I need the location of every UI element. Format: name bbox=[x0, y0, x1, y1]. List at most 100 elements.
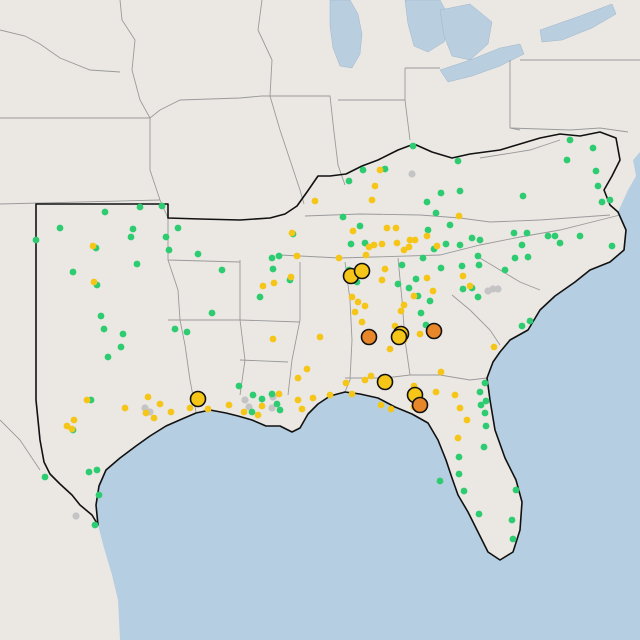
green-site-marker[interactable] bbox=[474, 252, 482, 260]
green-site-marker[interactable] bbox=[119, 330, 127, 338]
gray-site-marker[interactable] bbox=[408, 170, 416, 178]
green-site-marker[interactable] bbox=[481, 409, 489, 417]
green-site-marker[interactable] bbox=[162, 233, 170, 241]
yellow-site-marker[interactable] bbox=[70, 416, 78, 424]
green-site-marker[interactable] bbox=[165, 246, 173, 254]
green-site-marker[interactable] bbox=[405, 284, 413, 292]
yellow-site-marker[interactable] bbox=[410, 292, 418, 300]
yellow-site-marker[interactable] bbox=[429, 287, 437, 295]
green-site-marker[interactable] bbox=[481, 379, 489, 387]
green-site-marker[interactable] bbox=[398, 261, 406, 269]
yellow-site-marker[interactable] bbox=[287, 273, 295, 281]
green-site-marker[interactable] bbox=[589, 144, 597, 152]
yellow-site-marker[interactable] bbox=[349, 227, 357, 235]
yellow-site-marker[interactable] bbox=[437, 368, 445, 376]
yellow-site-marker[interactable] bbox=[405, 243, 413, 251]
green-site-marker[interactable] bbox=[501, 266, 509, 274]
green-site-marker[interactable] bbox=[97, 312, 105, 320]
yellow-site-marker[interactable] bbox=[83, 396, 91, 404]
yellow-site-marker[interactable] bbox=[423, 274, 431, 282]
yellow-site-marker[interactable] bbox=[433, 242, 441, 250]
green-site-marker[interactable] bbox=[512, 486, 520, 494]
gray-site-marker[interactable] bbox=[484, 287, 492, 295]
yellow-site-marker[interactable] bbox=[400, 246, 408, 254]
green-site-marker[interactable] bbox=[235, 382, 243, 390]
yellow-site-marker[interactable] bbox=[367, 372, 375, 380]
yellow-site-marker[interactable] bbox=[186, 404, 194, 412]
yellow-site-marker[interactable] bbox=[326, 391, 334, 399]
green-site-marker[interactable] bbox=[417, 309, 425, 317]
yellow-site-marker[interactable] bbox=[392, 224, 400, 232]
yellow-site-marker[interactable] bbox=[381, 265, 389, 273]
yellow-site-marker[interactable] bbox=[225, 401, 233, 409]
yellow-site-marker[interactable] bbox=[156, 400, 164, 408]
yellow-site-marker[interactable] bbox=[361, 302, 369, 310]
green-site-marker[interactable] bbox=[194, 250, 202, 258]
green-site-marker[interactable] bbox=[275, 252, 283, 260]
yellow-site-marker[interactable] bbox=[68, 425, 76, 433]
gray-site-marker[interactable] bbox=[72, 512, 80, 520]
green-site-marker[interactable] bbox=[158, 202, 166, 210]
green-site-marker[interactable] bbox=[32, 236, 40, 244]
yellow-site-marker[interactable] bbox=[368, 196, 376, 204]
yellow-site-marker[interactable] bbox=[378, 276, 386, 284]
green-site-marker[interactable] bbox=[524, 253, 532, 261]
green-site-marker[interactable] bbox=[482, 422, 490, 430]
green-site-marker[interactable] bbox=[424, 226, 432, 234]
yellow-site-marker[interactable] bbox=[293, 252, 301, 260]
yellow-site-marker[interactable] bbox=[121, 404, 129, 412]
green-site-marker[interactable] bbox=[523, 229, 531, 237]
green-site-marker[interactable] bbox=[412, 275, 420, 283]
yellow-site-marker[interactable] bbox=[269, 335, 277, 343]
yellow-site-marker[interactable] bbox=[466, 282, 474, 290]
green-site-marker[interactable] bbox=[566, 136, 574, 144]
green-site-marker[interactable] bbox=[339, 213, 347, 221]
green-site-marker[interactable] bbox=[456, 241, 464, 249]
yellow-site-marker[interactable] bbox=[454, 434, 462, 442]
large-yellow-site-marker[interactable] bbox=[376, 373, 394, 391]
yellow-site-marker[interactable] bbox=[348, 390, 356, 398]
green-site-marker[interactable] bbox=[171, 325, 179, 333]
yellow-site-marker[interactable] bbox=[309, 394, 317, 402]
gray-site-marker[interactable] bbox=[494, 285, 502, 293]
green-site-marker[interactable] bbox=[174, 224, 182, 232]
green-site-marker[interactable] bbox=[423, 198, 431, 206]
yellow-site-marker[interactable] bbox=[490, 343, 498, 351]
green-site-marker[interactable] bbox=[409, 142, 417, 150]
green-site-marker[interactable] bbox=[442, 240, 450, 248]
yellow-site-marker[interactable] bbox=[451, 391, 459, 399]
yellow-site-marker[interactable] bbox=[432, 388, 440, 396]
yellow-site-marker[interactable] bbox=[294, 396, 302, 404]
yellow-site-marker[interactable] bbox=[371, 182, 379, 190]
yellow-site-marker[interactable] bbox=[270, 279, 278, 287]
green-site-marker[interactable] bbox=[458, 262, 466, 270]
green-site-marker[interactable] bbox=[69, 268, 77, 276]
green-site-marker[interactable] bbox=[510, 229, 518, 237]
green-site-marker[interactable] bbox=[476, 236, 484, 244]
yellow-site-marker[interactable] bbox=[387, 405, 395, 413]
yellow-site-marker[interactable] bbox=[288, 229, 296, 237]
green-site-marker[interactable] bbox=[608, 242, 616, 250]
green-site-marker[interactable] bbox=[208, 309, 216, 317]
yellow-site-marker[interactable] bbox=[376, 166, 384, 174]
green-site-marker[interactable] bbox=[475, 510, 483, 518]
green-site-marker[interactable] bbox=[359, 166, 367, 174]
yellow-site-marker[interactable] bbox=[311, 197, 319, 205]
green-site-marker[interactable] bbox=[475, 261, 483, 269]
yellow-site-marker[interactable] bbox=[150, 414, 158, 422]
yellow-site-marker[interactable] bbox=[342, 379, 350, 387]
green-site-marker[interactable] bbox=[100, 325, 108, 333]
green-site-marker[interactable] bbox=[526, 317, 534, 325]
yellow-site-marker[interactable] bbox=[294, 374, 302, 382]
yellow-site-marker[interactable] bbox=[90, 278, 98, 286]
yellow-site-marker[interactable] bbox=[358, 318, 366, 326]
yellow-site-marker[interactable] bbox=[258, 402, 266, 410]
yellow-site-marker[interactable] bbox=[89, 242, 97, 250]
green-site-marker[interactable] bbox=[95, 491, 103, 499]
yellow-site-marker[interactable] bbox=[416, 330, 424, 338]
green-site-marker[interactable] bbox=[268, 390, 276, 398]
yellow-site-marker[interactable] bbox=[298, 405, 306, 413]
green-site-marker[interactable] bbox=[91, 521, 99, 529]
yellow-site-marker[interactable] bbox=[386, 345, 394, 353]
